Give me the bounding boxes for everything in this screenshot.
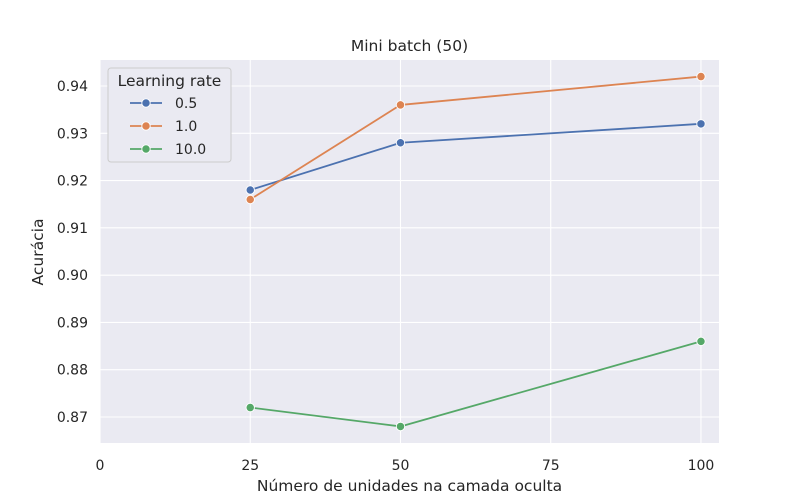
series-layer	[245, 71, 706, 432]
legend-marker-swatch	[141, 144, 151, 154]
data-point	[395, 421, 406, 432]
x-tick-label: 50	[392, 458, 410, 474]
legend-marker-swatch	[141, 98, 151, 108]
y-tick-label: 0.93	[57, 126, 88, 142]
y-tick-label: 0.89	[57, 315, 88, 331]
data-point	[245, 402, 255, 413]
series-0.5	[245, 119, 706, 195]
legend-title: Learning rate	[118, 72, 222, 90]
chart-title: Mini batch (50)	[351, 37, 468, 55]
legend-label: 0.5	[175, 96, 197, 112]
legend-entries: 0.5 1.0 10.0	[130, 96, 206, 158]
y-tick-label: 0.92	[57, 174, 88, 190]
data-point	[696, 119, 706, 129]
data-point	[696, 71, 706, 82]
legend-box	[107, 67, 232, 163]
legend-label: 10.0	[175, 142, 206, 158]
y-tick-label: 0.88	[57, 363, 88, 379]
y-tick-label: 0.90	[57, 268, 88, 284]
legend-entry: 10.0	[130, 142, 206, 158]
legend-entry: 1.0	[130, 119, 197, 135]
series-1.0	[245, 71, 706, 205]
data-point	[245, 185, 255, 195]
y-tick-label: 0.91	[57, 221, 88, 237]
x-tick-label: 25	[241, 458, 259, 474]
x-tick-label: 0	[96, 458, 105, 474]
x-axis-label: Número de unidades na camada oculta	[257, 477, 562, 495]
legend-entry: 0.5	[130, 96, 197, 112]
legend: Learning rate 0.5 1.0 10.0	[107, 67, 232, 163]
legend-label: 1.0	[175, 119, 197, 135]
x-tick-label: 75	[542, 458, 560, 474]
y-tick-label: 0.94	[57, 79, 88, 95]
x-axis-ticks: 0 25 50 75 100	[96, 458, 715, 474]
legend-marker-swatch	[141, 121, 151, 131]
y-tick-label: 0.87	[57, 410, 88, 426]
data-point	[245, 194, 255, 205]
data-point	[696, 336, 706, 346]
series-10.0	[245, 336, 706, 432]
data-point	[395, 100, 406, 110]
y-axis-label: Acurácia	[29, 219, 47, 286]
y-axis-ticks: 0.87 0.88 0.89 0.90 0.91 0.92 0.93 0.94	[57, 79, 88, 426]
gridlines	[99, 60, 719, 443]
data-point	[395, 138, 406, 148]
x-tick-label: 100	[688, 458, 715, 474]
